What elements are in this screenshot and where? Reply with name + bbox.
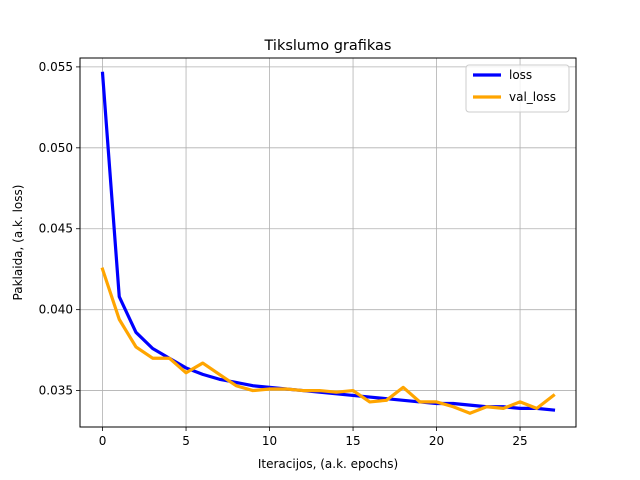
x-tick-label: 0 (99, 434, 107, 448)
legend: loss val_loss (465, 64, 570, 113)
series-line-val-loss (100, 267, 556, 415)
axis-ticks: 0 5 10 15 20 25 0.035 0.040 0.045 0.050 0.055 (39, 60, 528, 448)
x-tick-label: 10 (262, 434, 277, 448)
y-tick-label: 0.045 (39, 222, 73, 236)
chart-title: Tikslumo grafikas (264, 38, 392, 54)
legend-label-val-loss: val_loss (509, 90, 556, 104)
x-tick-label: 20 (429, 434, 444, 448)
x-tick-label: 5 (182, 434, 190, 448)
y-axis-label: Paklaida, (a.k. loss) (11, 185, 25, 301)
y-tick-label: 0.055 (39, 60, 73, 74)
y-tick-label: 0.050 (39, 141, 73, 155)
series-line-loss (100, 71, 556, 412)
x-axis-label: Iteracijos, (a.k. epochs) (258, 457, 398, 471)
legend-label-loss: loss (509, 68, 532, 82)
x-tick-label: 15 (345, 434, 360, 448)
plot-frame (79, 57, 577, 428)
x-tick-label: 25 (512, 434, 527, 448)
legend-box (465, 64, 570, 113)
series-lines (100, 71, 556, 415)
y-tick-label: 0.040 (39, 303, 73, 317)
y-tick-label: 0.035 (39, 384, 73, 398)
